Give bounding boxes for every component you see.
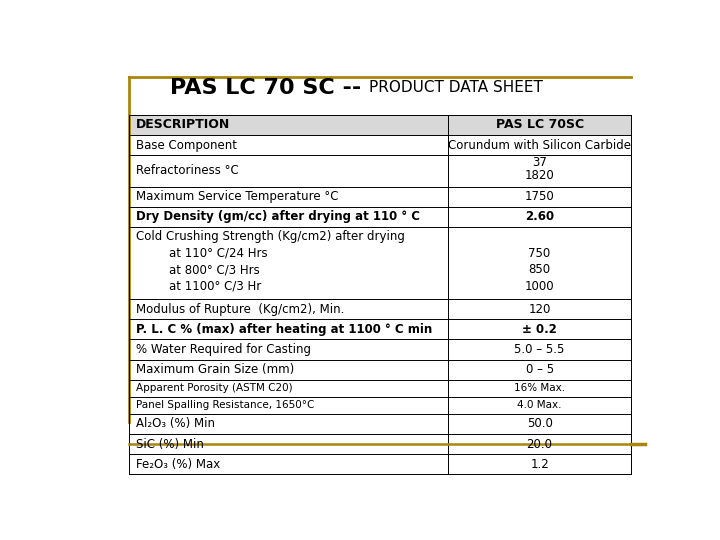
Text: Apparent Porosity (ASTM C20): Apparent Porosity (ASTM C20): [136, 383, 292, 393]
Bar: [129, 319, 631, 340]
Bar: [129, 155, 631, 187]
Text: Maximum Service Temperature °C: Maximum Service Temperature °C: [136, 190, 338, 203]
Bar: [129, 414, 631, 434]
Text: 850: 850: [528, 264, 551, 276]
Text: Cold Crushing Strength (Kg/cm2) after drying: Cold Crushing Strength (Kg/cm2) after dr…: [136, 230, 405, 243]
Text: SiC (%) Min: SiC (%) Min: [136, 437, 204, 450]
Text: at 800° C/3 Hrs: at 800° C/3 Hrs: [169, 264, 260, 276]
Text: PAS LC 70SC: PAS LC 70SC: [495, 118, 584, 131]
Text: Modulus of Rupture  (Kg/cm2), Min.: Modulus of Rupture (Kg/cm2), Min.: [136, 302, 344, 316]
Text: 1.2: 1.2: [530, 458, 549, 471]
Bar: [129, 135, 631, 155]
Text: 0 – 5: 0 – 5: [526, 363, 554, 376]
Text: at 1100° C/3 Hr: at 1100° C/3 Hr: [169, 280, 261, 293]
Text: 120: 120: [528, 302, 551, 316]
Text: Corundum with Silicon Carbide: Corundum with Silicon Carbide: [448, 139, 631, 152]
Text: 4.0 Max.: 4.0 Max.: [518, 400, 562, 410]
Bar: [129, 360, 631, 380]
Text: 37: 37: [532, 156, 547, 169]
Text: ± 0.2: ± 0.2: [522, 323, 557, 336]
Bar: [129, 187, 631, 207]
Text: P. L. C % (max) after heating at 1100 ° C min: P. L. C % (max) after heating at 1100 ° …: [136, 323, 432, 336]
Text: Base Component: Base Component: [136, 139, 237, 152]
Text: 5.0 – 5.5: 5.0 – 5.5: [514, 343, 564, 356]
Bar: [129, 299, 631, 319]
Text: 20.0: 20.0: [526, 437, 553, 450]
Text: 1000: 1000: [525, 280, 554, 293]
Text: DESCRIPTION: DESCRIPTION: [136, 118, 230, 131]
Text: 2.60: 2.60: [525, 211, 554, 224]
Text: 750: 750: [528, 247, 551, 260]
Bar: [129, 114, 631, 135]
Bar: [129, 434, 631, 454]
Bar: [129, 340, 631, 360]
Text: PAS LC 70 SC --: PAS LC 70 SC --: [170, 78, 369, 98]
Text: Al₂O₃ (%) Min: Al₂O₃ (%) Min: [136, 417, 215, 430]
Text: PRODUCT DATA SHEET: PRODUCT DATA SHEET: [369, 80, 543, 95]
Text: 50.0: 50.0: [526, 417, 552, 430]
Text: at 110° C/24 Hrs: at 110° C/24 Hrs: [169, 247, 268, 260]
Text: % Water Required for Casting: % Water Required for Casting: [136, 343, 311, 356]
Text: Maximum Grain Size (mm): Maximum Grain Size (mm): [136, 363, 294, 376]
Text: Panel Spalling Resistance, 1650°C: Panel Spalling Resistance, 1650°C: [136, 400, 314, 410]
Bar: [129, 454, 631, 474]
Text: Refractoriness °C: Refractoriness °C: [136, 164, 238, 178]
Bar: [129, 380, 631, 397]
Bar: [129, 207, 631, 227]
Text: Fe₂O₃ (%) Max: Fe₂O₃ (%) Max: [136, 458, 220, 471]
Text: 16% Max.: 16% Max.: [514, 383, 565, 393]
Text: 1820: 1820: [525, 169, 554, 182]
Text: Dry Density (gm/cc) after drying at 110 ° C: Dry Density (gm/cc) after drying at 110 …: [136, 211, 420, 224]
Bar: [129, 397, 631, 414]
Bar: [129, 227, 631, 299]
Text: 1750: 1750: [525, 190, 554, 203]
